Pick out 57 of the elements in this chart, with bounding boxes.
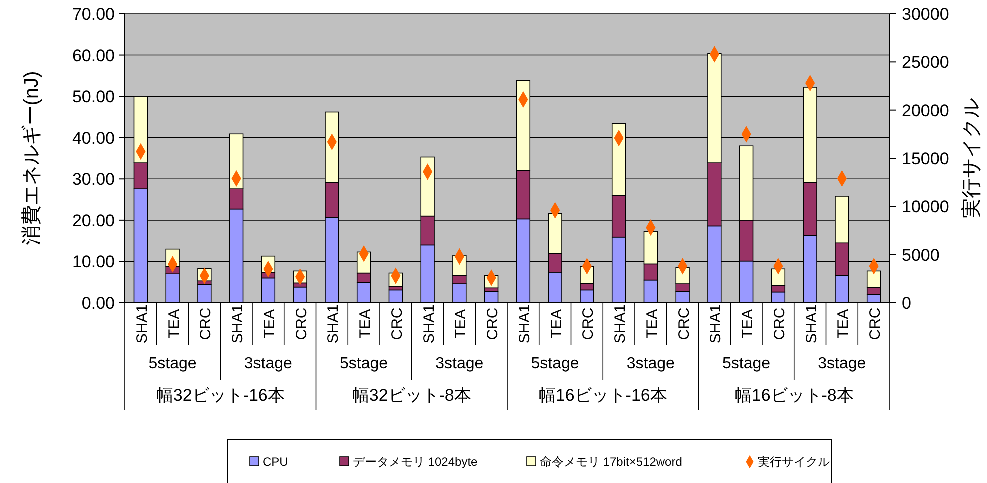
x-tick-label: TEA (548, 309, 566, 339)
legend-label: CPU (263, 455, 288, 469)
text: 幅16ビット-8本 (734, 386, 854, 405)
y2-tick-label: 30000 (902, 5, 950, 24)
y2-tick-label: 10000 (902, 198, 950, 217)
text: 幅32ビット-16本 (156, 386, 285, 405)
x-tick-label: CRC (484, 308, 502, 340)
y-tick-label: 30.00 (72, 170, 115, 190)
text: 3stage (818, 356, 866, 372)
y-tick-label: 50.00 (72, 88, 115, 107)
x-tick-label: CRC (198, 308, 215, 340)
x-tick-label: TEA (357, 309, 374, 339)
text: 幅32ビット-8本 (352, 386, 472, 405)
text: 3stage (626, 356, 676, 372)
y2-tick-label: 0 (902, 294, 912, 313)
text: 5stage (148, 356, 197, 372)
x-tick-label: SHA1 (325, 304, 342, 344)
text: 3stage (436, 356, 484, 372)
x-tick-label: CRC (771, 308, 788, 340)
x-tick-label: TEA (452, 309, 470, 339)
x-tick-label: SHA1 (134, 304, 151, 344)
x-tick-label: CRC (867, 308, 884, 340)
y2-tick-label: 5000 (902, 246, 940, 265)
text: 5stage (722, 356, 771, 372)
y-tick-label: 40.00 (72, 128, 115, 148)
text: 5stage (531, 356, 580, 372)
x-tick-label: CRC (676, 308, 693, 340)
x-tick-label: CRC (293, 308, 310, 340)
x-tick-label: SHA1 (420, 304, 438, 344)
text: 3stage (244, 356, 293, 372)
legend-label: 実行サイクル (758, 455, 830, 469)
text: 幅16ビット-16本 (538, 386, 668, 405)
x-tick-label: SHA1 (708, 304, 725, 344)
x-tick-label: TEA (166, 309, 183, 339)
text: 5stage (340, 356, 388, 372)
legend-label: データメモリ 1024byte (353, 455, 478, 469)
x-tick-label: SHA1 (803, 304, 820, 344)
y2-tick-label: 20000 (902, 101, 950, 120)
y2-axis-title: 実行サイクル (960, 98, 983, 218)
y-axis-title: 消費エネルギー(nJ) (21, 71, 43, 246)
x-tick-label: SHA1 (612, 304, 630, 344)
y2-tick-label: 25000 (902, 53, 950, 72)
y-tick-label: 60.00 (72, 46, 115, 66)
y2-tick-label: 15000 (902, 150, 950, 168)
y-tick-label: 0.00 (82, 294, 115, 313)
y-tick-label: 20.00 (72, 211, 115, 230)
x-tick-label: SHA1 (516, 304, 534, 344)
x-tick-label: SHA1 (230, 304, 247, 344)
x-tick-label: CRC (388, 308, 406, 340)
x-tick-label: TEA (835, 309, 852, 339)
legend-label: 命令メモリ 17bit×512word (540, 455, 682, 469)
x-tick-label: TEA (644, 309, 661, 339)
x-tick-label: CRC (580, 308, 598, 340)
x-tick-label: TEA (740, 309, 757, 339)
y-tick-label: 70.00 (72, 5, 115, 24)
y-tick-label: 10.00 (72, 252, 115, 272)
x-tick-label: TEA (261, 309, 278, 339)
